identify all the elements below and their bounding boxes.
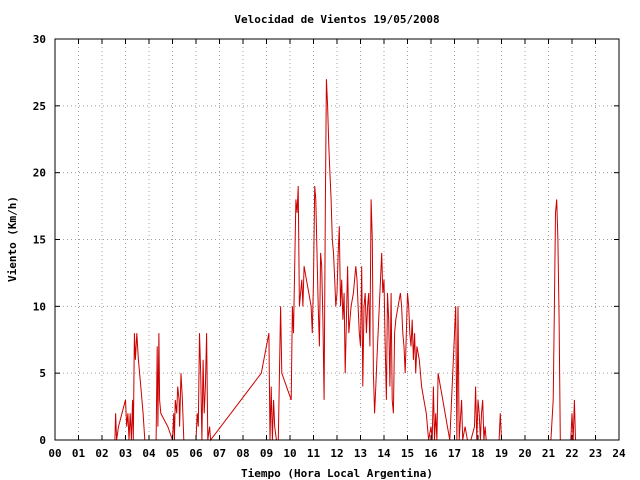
x-tick-label: 21	[542, 447, 556, 460]
axis-ticks: 00 01 02 03 04 05 06 07 08 09 10 11 12 13 14 15 16 17 18 19…	[33, 33, 626, 460]
x-tick-label: 10	[283, 447, 296, 460]
x-tick-label: 13	[354, 447, 367, 460]
x-tick-label: 08	[236, 447, 249, 460]
x-tick-label: 24	[612, 447, 626, 460]
x-axis-label: Tiempo (Hora Local Argentina)	[241, 467, 433, 480]
x-tick-label: 07	[213, 447, 226, 460]
x-tick-label: 15	[401, 447, 414, 460]
x-tick-label: 20	[518, 447, 531, 460]
x-tick-label: 11	[307, 447, 321, 460]
x-tick-label: 06	[189, 447, 203, 460]
x-tick-label: 22	[565, 447, 578, 460]
y-tick-label: 10	[33, 300, 46, 313]
x-tick-label: 01	[72, 447, 86, 460]
x-tick-label: 04	[142, 447, 156, 460]
wind-speed-line	[114, 79, 576, 442]
y-tick-label: 25	[33, 100, 46, 113]
y-tick-label: 5	[39, 367, 46, 380]
grid	[55, 39, 619, 440]
x-tick-label: 00	[48, 447, 61, 460]
x-tick-label: 18	[471, 447, 484, 460]
y-tick-label: 0	[39, 434, 46, 447]
x-tick-label: 12	[330, 447, 343, 460]
x-tick-label: 17	[448, 447, 461, 460]
y-tick-label: 20	[33, 167, 46, 180]
x-tick-label: 19	[495, 447, 508, 460]
x-tick-label: 23	[589, 447, 602, 460]
x-tick-label: 05	[166, 447, 179, 460]
y-tick-label: 15	[33, 234, 46, 247]
x-tick-label: 03	[119, 447, 132, 460]
x-tick-label: 14	[377, 447, 391, 460]
chart-title: Velocidad de Vientos 19/05/2008	[234, 13, 439, 26]
y-axis-label: Viento (Km/h)	[6, 196, 19, 282]
x-tick-label: 02	[95, 447, 108, 460]
x-tick-label: 16	[424, 447, 438, 460]
x-tick-label: 09	[260, 447, 273, 460]
data-series	[114, 79, 576, 442]
y-tick-label: 30	[33, 33, 46, 46]
